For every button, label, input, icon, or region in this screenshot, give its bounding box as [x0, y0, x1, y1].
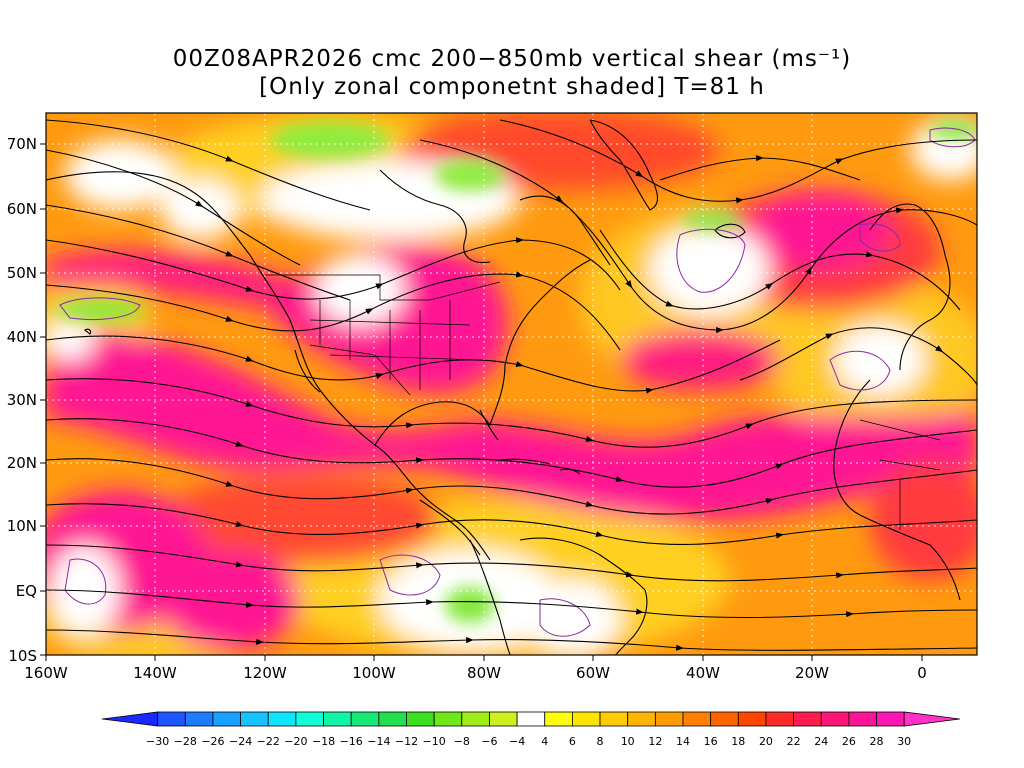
- lon-label: 60W: [576, 664, 610, 682]
- colorbar-box: [212, 711, 241, 727]
- colorbar-tick-label: −10: [423, 735, 446, 748]
- colorbar-box: [295, 711, 324, 727]
- shaded-field: [46, 113, 977, 655]
- colorbar: −30 −28 −26 −24 −22 −20 −18 −16 −14 −12 −10 −8 −6 −4 4…: [101, 711, 960, 748]
- colorbar-tick-label: −14: [367, 735, 390, 748]
- colorbar-tick-label: −6: [481, 735, 497, 748]
- colorbar-box: [378, 711, 407, 727]
- colorbar-box: [184, 711, 214, 727]
- lon-label: 0: [917, 664, 927, 682]
- latitude-labels: 70N 60N 50N 40N 30N 20N 10N EQ 10S: [7, 135, 37, 665]
- colorbar-box: [710, 711, 739, 727]
- lat-label: 60N: [7, 200, 37, 218]
- map-subtitle: [Only zonal componetnt shaded] T=81 h: [259, 74, 765, 100]
- colorbar-tick-label: −8: [454, 735, 470, 748]
- lat-label: 10S: [8, 647, 37, 665]
- lat-label: 30N: [7, 391, 37, 409]
- lat-label: 20N: [7, 454, 37, 472]
- lon-label: 100W: [352, 664, 396, 682]
- colorbar-box: [627, 711, 656, 727]
- lon-label: 160W: [24, 664, 68, 682]
- colorbar-box: [323, 711, 352, 727]
- colorbar-tick-label: 6: [569, 735, 576, 748]
- longitude-labels: 160W 140W 120W 100W 80W 60W 40W 20W 0: [24, 664, 927, 682]
- lon-label: 140W: [133, 664, 177, 682]
- lon-label: 120W: [243, 664, 287, 682]
- colorbar-box: [461, 711, 490, 727]
- colorbar-tick-label: −18: [312, 735, 335, 748]
- colorbar-box: [267, 711, 297, 727]
- colorbar-box: [433, 711, 463, 727]
- colorbar-box: [654, 711, 684, 727]
- colorbar-box: [240, 711, 269, 727]
- colorbar-tick-label: −22: [257, 735, 280, 748]
- colorbar-tick-label: −16: [340, 735, 363, 748]
- axis-ticks: [40, 143, 923, 661]
- colorbar-box: [572, 711, 601, 727]
- colorbar-box: [350, 711, 380, 727]
- lat-label: 10N: [7, 517, 37, 535]
- lat-label: 70N: [7, 135, 37, 153]
- colorbar-box: [737, 711, 767, 727]
- map-title: 00Z08APR2026 cmc 200−850mb vertical shea…: [172, 46, 852, 72]
- colorbar-box: [489, 711, 518, 727]
- colorbar-box: [157, 711, 186, 727]
- lon-label: 20W: [795, 664, 829, 682]
- colorbar-tick-label: 26: [842, 735, 856, 748]
- lat-label: EQ: [16, 582, 37, 600]
- colorbar-tick-label: 20: [759, 735, 773, 748]
- colorbar-box: [406, 711, 435, 727]
- colorbar-box: [848, 711, 877, 727]
- shear-streamlines: [46, 119, 977, 651]
- colorbar-tick-label: 10: [621, 735, 635, 748]
- colorbar-tick-label: 14: [676, 735, 690, 748]
- colorbar-tick-label: −26: [201, 735, 224, 748]
- colorbar-tick-label: 12: [648, 735, 662, 748]
- colorbar-tick-label: −12: [395, 735, 418, 748]
- colorbar-tick-label: −20: [284, 735, 307, 748]
- lon-label: 80W: [467, 664, 501, 682]
- lat-label: 50N: [7, 264, 37, 282]
- colorbar-tick-label: −24: [229, 735, 252, 748]
- colorbar-tick-label: −28: [174, 735, 197, 748]
- colorbar-box: [599, 711, 629, 727]
- colorbar-tick-label: −30: [146, 735, 169, 748]
- colorbar-tick-label: 4: [541, 735, 548, 748]
- colorbar-box: [820, 711, 850, 727]
- colorbar-arrow-high: [903, 711, 960, 727]
- colorbar-tick-label: 16: [704, 735, 718, 748]
- colorbar-tick-label: 30: [897, 735, 911, 748]
- colorbar-tick-label: 18: [731, 735, 745, 748]
- colorbar-box: [765, 711, 795, 727]
- colorbar-box: [793, 711, 822, 727]
- colorbar-tick-label: 28: [870, 735, 884, 748]
- lon-label: 40W: [686, 664, 720, 682]
- colorbar-box: [876, 711, 905, 727]
- colorbar-box: [544, 711, 573, 727]
- colorbar-tick-label: −4: [509, 735, 525, 748]
- colorbar-box: [682, 711, 712, 727]
- colorbar-tick-label: 24: [814, 735, 828, 748]
- map-frame: [45, 112, 978, 656]
- colorbar-arrow-low: [101, 711, 159, 727]
- colorbar-tick-label: 22: [787, 735, 801, 748]
- lat-label: 40N: [7, 328, 37, 346]
- colorbar-tick-label: 8: [597, 735, 604, 748]
- colorbar-box: [516, 711, 546, 727]
